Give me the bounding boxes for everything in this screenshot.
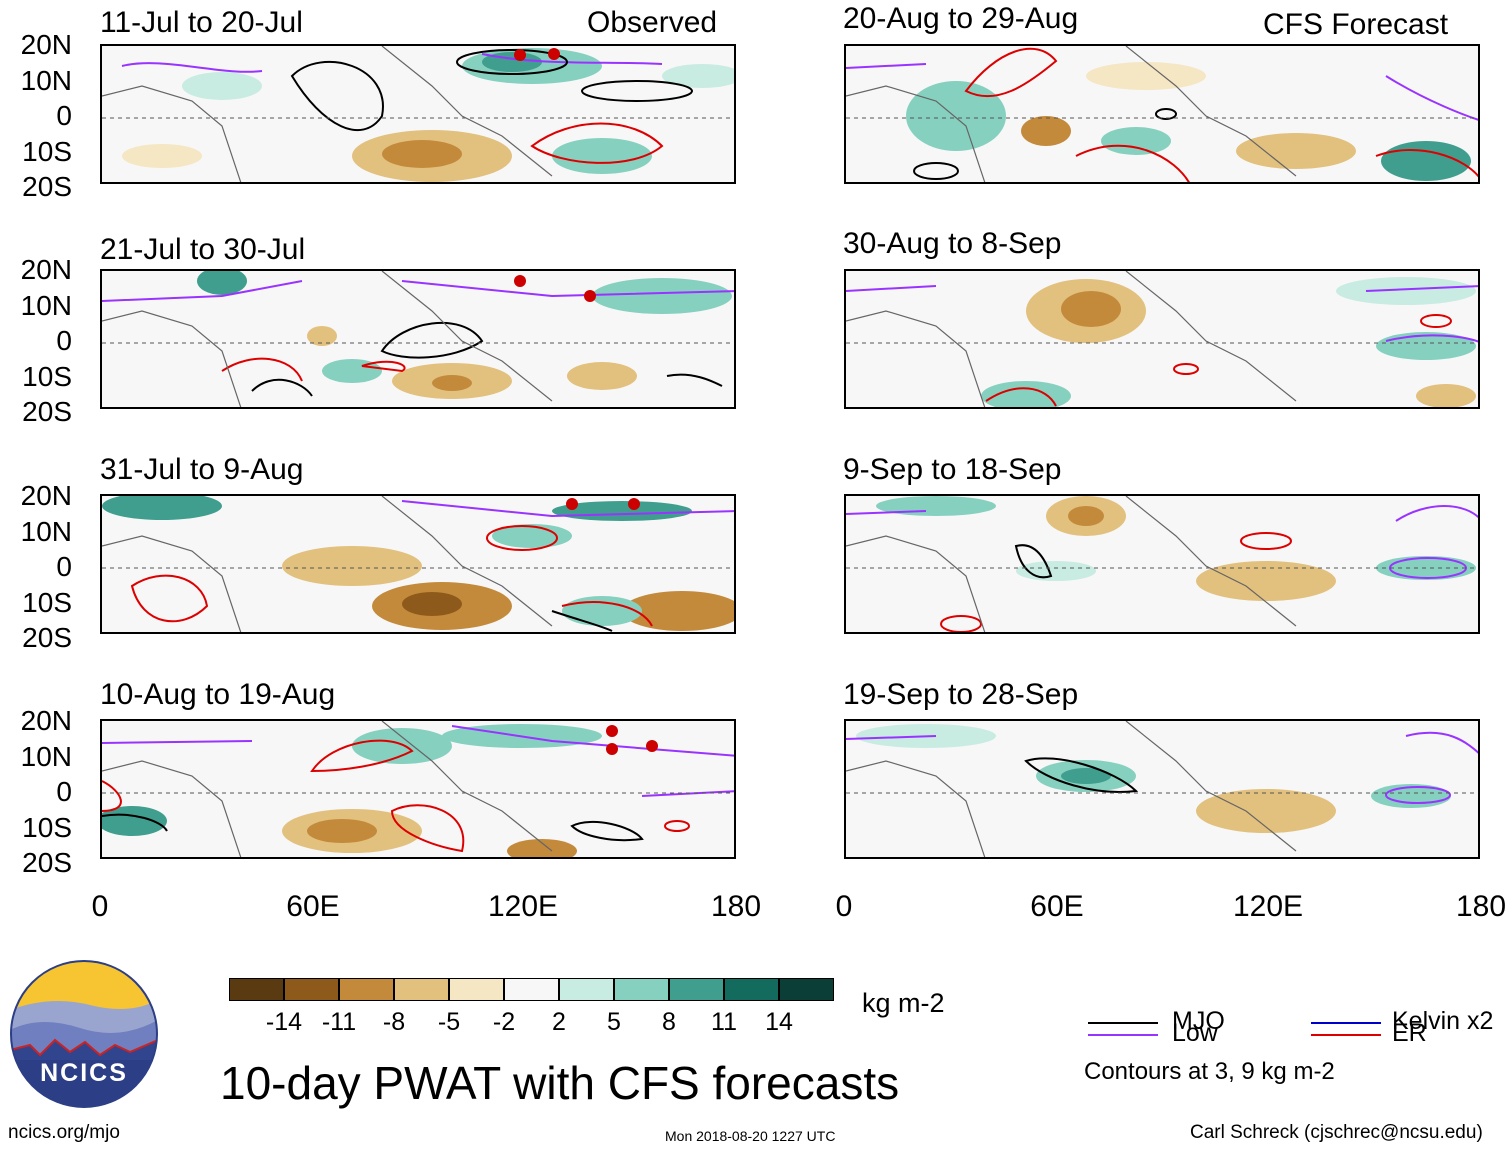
colorbar-label: 2 [552,1008,566,1036]
colorbar-label: -11 [321,1008,357,1036]
lat-label: 20N [20,705,72,736]
lat-label: 20S [22,847,72,878]
ncics-logo: NCICS [10,960,158,1108]
panel-title-1: 11-Jul to 20-Jul [100,6,303,39]
lat-label: 0 [56,325,72,356]
map-panel-forecast-4 [844,719,1480,859]
map-panel-observed-4 [100,719,736,859]
legend-label-er: ER [1392,1019,1427,1047]
lat-label: 20S [22,622,72,653]
footer-timestamp: Mon 2018-08-20 1227 UTC [665,1128,836,1144]
panel-title-4: 10-Aug to 19-Aug [100,678,336,711]
colorbar-label: -5 [437,1008,461,1036]
colorbar-cell [614,978,669,1001]
colorbar-cell [394,978,449,1001]
lat-label: 10N [20,290,72,321]
map-panel-observed-3 [100,494,736,634]
map-panel-observed-2 [100,269,736,409]
lat-label: 10S [22,136,72,167]
footer-url: ncics.org/mjo [8,1122,120,1143]
colorbar-label: 11 [711,1008,737,1036]
map-panel-forecast-2 [844,269,1480,409]
lat-label: 0 [56,551,72,582]
colorbar-label: 14 [765,1008,793,1036]
lon-label: 180 [710,890,762,923]
logo-text: NCICS [40,1059,128,1087]
lat-label: 20N [20,480,72,511]
legend-label-kelvin: Kelvin x2 [1392,1007,1494,1035]
lon-label: 180 [1455,890,1507,923]
lon-label: 0 [835,890,853,923]
panel-title-2: 21-Jul to 30-Jul [100,233,306,266]
observed-label: Observed [587,6,718,39]
figure-title: 10-day PWAT with CFS forecasts [220,1057,900,1109]
lat-label: 10S [22,812,72,843]
lon-label: 120E [1232,890,1304,923]
colorbar-label: 8 [662,1008,676,1036]
colorbar-cell [449,978,504,1001]
colorbar-cell [669,978,724,1001]
panel-title-8: 19-Sep to 28-Sep [843,678,1079,711]
colorbar-cell [284,978,339,1001]
legend-note: Contours at 3, 9 kg m-2 [1084,1058,1335,1085]
colorbar-cell [229,978,284,1001]
panel-title-7: 9-Sep to 18-Sep [843,453,1062,486]
lat-label: 10N [20,516,72,547]
legend-swatch-kelvin [1311,1022,1381,1024]
lat-label: 10N [20,741,72,772]
lat-label: 10N [20,65,72,96]
map-panel-forecast-1 [844,44,1480,184]
lat-label: 20N [20,254,72,285]
map-panel-observed-1 [100,44,736,184]
colorbar-cell [504,978,559,1001]
legend-label-mjo: MJO [1172,1007,1225,1035]
colorbar-label: -2 [492,1008,516,1036]
legend-swatch-low [1088,1034,1158,1036]
panel-title-3: 31-Jul to 9-Aug [100,453,304,486]
lat-label: 20S [22,171,72,202]
colorbar-cell [724,978,779,1001]
lon-label: 120E [487,890,559,923]
lat-label: 10S [22,361,72,392]
lon-label: 60E [286,890,340,923]
lon-label: 0 [91,890,109,923]
lat-label: 0 [56,776,72,807]
colorbar-cell [779,978,834,1001]
colorbar-units: kg m-2 [862,988,945,1018]
forecast-label: CFS Forecast [1263,8,1449,41]
panel-title-5: 20-Aug to 29-Aug [843,2,1079,35]
lon-label: 60E [1030,890,1084,923]
legend-swatch-mjo [1088,1022,1158,1024]
colorbar-cell [339,978,394,1001]
lat-label: 20N [20,29,72,60]
colorbar-label: -14 [265,1008,303,1036]
colorbar-label: 5 [607,1008,621,1036]
legend-label-low: Low [1172,1019,1218,1047]
footer-credit: Carl Schreck (cjschrec@ncsu.edu) [1190,1122,1483,1143]
lat-label: 0 [56,100,72,131]
colorbar-label: -8 [382,1008,406,1036]
lat-label: 10S [22,587,72,618]
legend-swatch-er [1311,1034,1381,1036]
map-panel-forecast-3 [844,494,1480,634]
lat-label: 20S [22,396,72,427]
panel-title-6: 30-Aug to 8-Sep [843,227,1062,260]
colorbar-cell [559,978,614,1001]
